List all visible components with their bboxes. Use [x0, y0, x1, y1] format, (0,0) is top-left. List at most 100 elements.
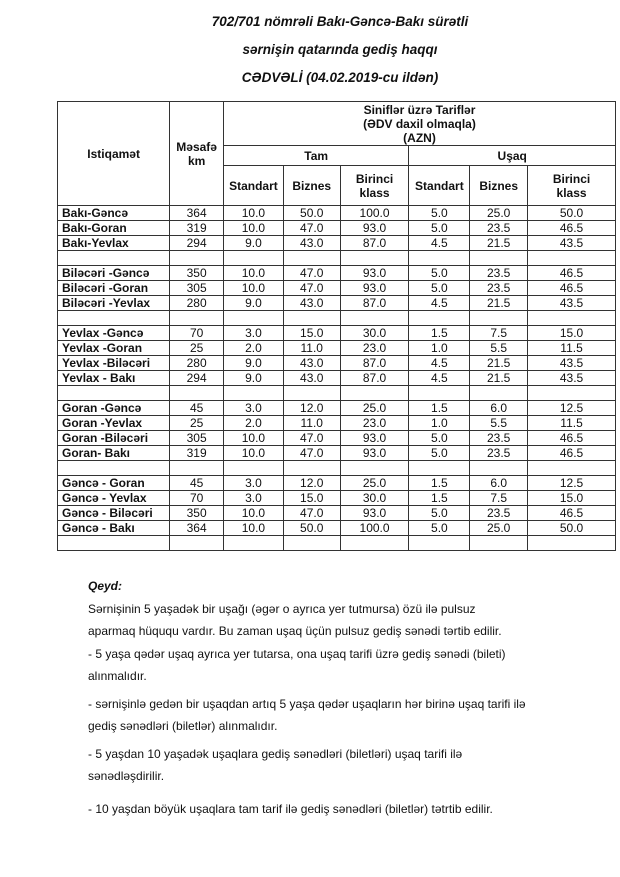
table-row: Yevlax -Goran 25 2.0 11.0 23.0 1.0 5.5 11.5	[56, 340, 616, 356]
note-text: sənədləşdirilir.	[88, 769, 165, 783]
cell-distance	[169, 460, 224, 476]
cell-fare: 4.5	[408, 355, 471, 371]
cell-fare: 11.0	[282, 415, 341, 431]
cell-fare: 10.0	[222, 220, 284, 236]
cell-fare	[469, 250, 529, 266]
cell-direction	[56, 535, 171, 551]
cell-fare: 10.0	[222, 520, 284, 536]
table-row-blank	[56, 535, 616, 551]
cell-direction: Gəncə - Yevlax	[56, 490, 171, 506]
cell-fare	[408, 310, 471, 326]
cell-fare: 12.5	[527, 475, 616, 491]
cell-fare	[469, 535, 529, 551]
cell-fare	[339, 460, 410, 476]
title-line-2: sərnişin qatarında gediş haqqı	[242, 42, 438, 57]
table-row: Yevlax -Gəncə 70 3.0 15.0 30.0 1.5 7.5 15.0	[56, 325, 616, 341]
cell-fare	[222, 460, 284, 476]
cell-fare: 93.0	[339, 265, 410, 281]
cell-fare	[222, 250, 284, 266]
cell-fare	[339, 310, 410, 326]
cell-distance	[169, 310, 224, 326]
cell-fare: 43.0	[282, 295, 341, 311]
cell-fare: 12.5	[527, 400, 616, 416]
cell-fare: 15.0	[527, 325, 616, 341]
note-text: - 5 yaşdan 10 yaşadək uşaqlara gediş sən…	[88, 746, 463, 761]
header-tariffs: Siniflər üzrə Tariflər (ƏDV daxil olmaql…	[222, 101, 617, 146]
cell-fare	[282, 250, 341, 266]
cell-direction: Bakı-Goran	[56, 220, 171, 236]
header-full: Tam	[222, 145, 410, 166]
cell-fare: 15.0	[282, 490, 341, 506]
cell-fare: 5.0	[408, 430, 471, 446]
header-tariffs-line: (AZN)	[403, 130, 436, 145]
cell-fare	[282, 385, 341, 401]
cell-fare: 43.5	[527, 295, 616, 311]
cell-fare: 3.0	[222, 490, 284, 506]
header-direction: Istiqamət	[56, 101, 171, 206]
cell-fare: 2.0	[222, 340, 284, 356]
cell-fare: 1.5	[408, 475, 471, 491]
cell-fare: 87.0	[339, 370, 410, 386]
cell-fare: 23.0	[339, 415, 410, 431]
table-row: Bakı-Yevlax 294 9.0 43.0 87.0 4.5 21.5 43.5	[56, 235, 616, 251]
cell-direction: Gəncə - Goran	[56, 475, 171, 491]
cell-fare	[339, 385, 410, 401]
cell-fare: 93.0	[339, 220, 410, 236]
cell-distance	[169, 250, 224, 266]
cell-fare	[222, 385, 284, 401]
cell-direction: Bakı-Yevlax	[56, 235, 171, 251]
title-line-3: CƏDVƏLİ (04.02.2019-cu ildən)	[241, 70, 439, 85]
cell-fare: 11.5	[527, 415, 616, 431]
table-row: Yevlax - Bakı 294 9.0 43.0 87.0 4.5 21.5 43.5	[56, 370, 616, 386]
cell-fare: 1.5	[408, 400, 471, 416]
cell-fare: 21.5	[469, 370, 529, 386]
header-tariffs-line: Siniflər üzrə Tariflər	[363, 102, 476, 117]
cell-direction: Goran -Gəncə	[56, 400, 171, 416]
cell-fare: 47.0	[282, 430, 341, 446]
cell-distance: 25	[169, 415, 224, 431]
cell-fare: 12.0	[282, 475, 341, 491]
cell-direction	[56, 460, 171, 476]
cell-fare: 3.0	[222, 475, 284, 491]
cell-fare	[339, 535, 410, 551]
cell-fare: 47.0	[282, 445, 341, 461]
cell-fare	[469, 460, 529, 476]
table-row: Bakı-Gəncə 364 10.0 50.0 100.0 5.0 25.0 50.0	[56, 205, 616, 221]
table-row-blank	[56, 250, 616, 266]
cell-direction: Yevlax -Gəncə	[56, 325, 171, 341]
cell-fare: 9.0	[222, 235, 284, 251]
cell-fare: 50.0	[282, 205, 341, 221]
cell-direction: Biləcəri -Yevlax	[56, 295, 171, 311]
cell-fare: 43.0	[282, 235, 341, 251]
cell-distance: 305	[169, 280, 224, 296]
cell-fare: 15.0	[282, 325, 341, 341]
cell-direction	[56, 310, 171, 326]
cell-fare: 100.0	[339, 520, 410, 536]
table-row: Biləcəri -Gəncə 350 10.0 47.0 93.0 5.0 23.5 46.…	[56, 265, 616, 281]
cell-fare: 100.0	[339, 205, 410, 221]
cell-direction: Yevlax -Biləcəri	[56, 355, 171, 371]
cell-distance: 70	[169, 490, 224, 506]
cell-fare: 4.5	[408, 235, 471, 251]
cell-fare: 47.0	[282, 220, 341, 236]
table-row: Gəncə - Goran 45 3.0 12.0 25.0 1.5 6.0 12.5	[56, 475, 616, 491]
table-row: Biləcəri -Goran 305 10.0 47.0 93.0 5.0 23.5 46.…	[56, 280, 616, 296]
cell-fare: 23.5	[469, 505, 529, 521]
cell-distance: 45	[169, 475, 224, 491]
cell-fare: 93.0	[339, 505, 410, 521]
cell-fare: 30.0	[339, 490, 410, 506]
cell-distance: 364	[169, 205, 224, 221]
header-child: Uşaq	[408, 145, 616, 166]
cell-fare: 9.0	[222, 355, 284, 371]
cell-fare: 7.5	[469, 490, 529, 506]
cell-fare	[339, 250, 410, 266]
cell-distance: 305	[169, 430, 224, 446]
cell-fare: 3.0	[222, 400, 284, 416]
table-row: Bakı-Goran 319 10.0 47.0 93.0 5.0 23.5 46.5	[56, 220, 616, 236]
cell-direction	[56, 250, 171, 266]
cell-fare: 47.0	[282, 505, 341, 521]
cell-fare: 93.0	[339, 280, 410, 296]
cell-direction: Biləcəri -Gəncə	[56, 265, 171, 281]
cell-fare: 1.0	[408, 340, 471, 356]
